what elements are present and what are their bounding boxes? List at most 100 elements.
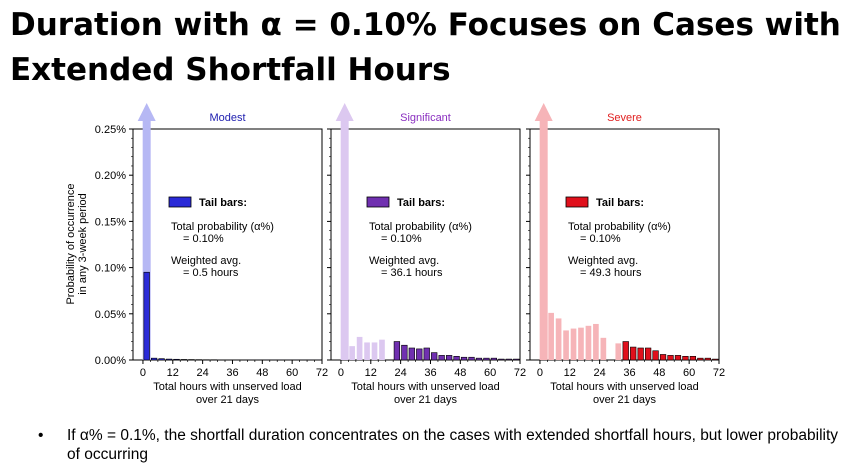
slide-title-line-1: Duration with α = 0.10% Focuses on Cases… <box>10 7 841 43</box>
avg-value: = 49.3 hours <box>580 267 642 279</box>
bar <box>563 330 569 360</box>
off-scale-arrow-shaft <box>142 117 151 360</box>
x-tick-label: 48 <box>256 367 268 379</box>
bar <box>356 336 363 360</box>
x-tick-label: 60 <box>683 367 695 379</box>
x-tick-label: 0 <box>338 367 344 379</box>
x-tick-label: 24 <box>594 367 606 379</box>
bar <box>364 342 370 360</box>
tail-bar <box>151 357 158 361</box>
bar <box>548 312 554 360</box>
y-tick-label: 0.05% <box>95 309 126 321</box>
tail-bar <box>173 358 180 361</box>
x-tick-label: 12 <box>167 367 179 379</box>
tail-bar <box>682 355 689 361</box>
x-tick-label: 48 <box>653 367 665 379</box>
tail-bar <box>445 355 453 361</box>
x-tick-label: 0 <box>140 367 146 379</box>
tail-bar <box>704 357 711 361</box>
tail-bar <box>622 341 629 361</box>
tail-bar <box>644 347 652 361</box>
bar <box>555 318 562 360</box>
legend-swatch <box>168 196 192 208</box>
x-tick-label: 36 <box>226 367 238 379</box>
tail-bar <box>689 355 697 361</box>
plot-frame <box>330 128 521 361</box>
tail-bar <box>158 358 165 361</box>
tail-bar <box>652 350 659 361</box>
legend-label: Tail bars: <box>199 197 247 209</box>
bar <box>371 342 378 360</box>
y-tick-label: 0.20% <box>95 170 126 182</box>
tail-bar <box>483 357 490 361</box>
y-axis-label-line-1: Probability of occurrence <box>65 183 77 304</box>
tail-bar <box>460 356 468 361</box>
tail-bar <box>453 355 460 361</box>
x-tick-label: 24 <box>395 367 407 379</box>
avg-label: Weighted avg. <box>568 255 638 267</box>
prob-value: = 0.10% <box>580 233 621 245</box>
off-scale-arrow-head <box>335 103 354 121</box>
prob-label: Total probability (α%) <box>369 221 472 233</box>
x-tick-label: 60 <box>286 367 298 379</box>
tail-bar <box>431 352 438 361</box>
tail-bar <box>674 355 682 361</box>
panel-title: Modest <box>209 112 245 124</box>
bar <box>578 327 584 360</box>
tail-bar <box>490 357 498 361</box>
tail-bar <box>637 347 644 361</box>
x-tick-label: 12 <box>564 367 576 379</box>
x-axis-label-line-1: Total hours with unserved load <box>351 381 500 393</box>
tail-bar <box>498 358 505 361</box>
tail-bar <box>505 358 512 361</box>
tail-bar <box>143 271 150 361</box>
x-tick-label: 36 <box>623 367 635 379</box>
tail-bar <box>408 347 415 361</box>
tail-bar <box>475 357 483 361</box>
tail-bar <box>712 358 719 361</box>
plot-frame <box>132 128 323 361</box>
x-axis-label-line-2: over 21 days <box>394 394 457 406</box>
prob-label: Total probability (α%) <box>568 221 671 233</box>
legend-label: Tail bars: <box>397 197 445 209</box>
x-axis-label-line-1: Total hours with unserved load <box>153 381 302 393</box>
panel-title: Significant <box>400 112 451 124</box>
bar <box>349 346 355 360</box>
avg-label: Weighted avg. <box>369 255 439 267</box>
off-scale-arrow-head <box>137 103 156 121</box>
tail-bar <box>180 359 188 361</box>
bar <box>585 325 592 360</box>
legend-swatch <box>565 196 589 208</box>
bar <box>600 337 607 360</box>
legend-swatch <box>366 196 390 208</box>
bar <box>593 323 599 360</box>
y-tick-label: 0.25% <box>95 124 126 136</box>
avg-label: Weighted avg. <box>171 255 241 267</box>
tail-bar <box>667 355 674 361</box>
prob-value: = 0.10% <box>183 233 224 245</box>
chart-panel-significant: Significant 0 12 24 36 48 60 72 Total hours with… <box>327 103 526 406</box>
tail-bar <box>630 346 637 361</box>
x-tick-label: 72 <box>514 367 526 379</box>
prob-value: = 0.10% <box>381 233 422 245</box>
off-scale-arrow-shaft <box>340 117 349 360</box>
chart-panels: Modest 0 12 24 36 48 60 72 Total hours with unse… <box>65 103 725 406</box>
x-tick-label: 72 <box>316 367 328 379</box>
bullet-marker: • <box>38 427 44 444</box>
tail-bar <box>468 356 475 361</box>
avg-value: = 0.5 hours <box>183 267 239 279</box>
tail-bar <box>423 347 430 361</box>
tail-bar <box>401 344 408 361</box>
bar <box>615 343 622 360</box>
y-tick-label: 0.15% <box>95 216 126 228</box>
tail-bar <box>438 355 445 361</box>
x-axis-label-line-1: Total hours with unserved load <box>550 381 699 393</box>
x-tick-label: 12 <box>365 367 377 379</box>
tail-bar <box>165 358 173 361</box>
tail-bar <box>659 354 667 361</box>
x-tick-label: 24 <box>197 367 209 379</box>
tail-bar <box>513 358 520 361</box>
x-tick-label: 36 <box>424 367 436 379</box>
slide-title-line-2: Extended Shortfall Hours <box>10 52 451 88</box>
prob-label: Total probability (α%) <box>171 221 274 233</box>
